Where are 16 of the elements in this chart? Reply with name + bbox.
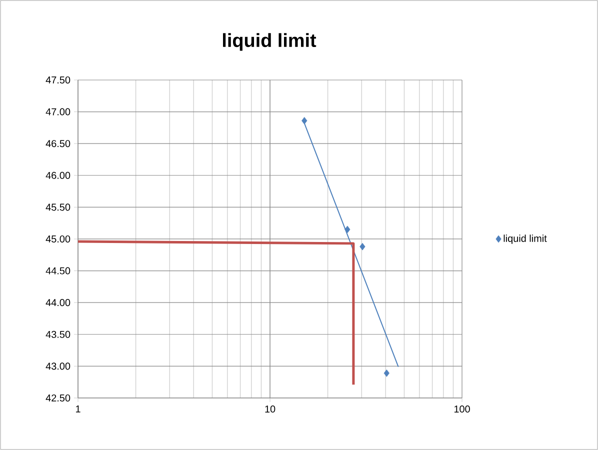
chart-title: liquid limit [223,33,316,51]
y-tick-label: 44.50 [46,267,70,274]
x-tick-label: 1 [76,406,80,412]
y-tick-label: 45.50 [46,204,70,211]
x-tick-label: 10 [265,406,276,413]
y-tick-label: 47.00 [46,108,70,116]
y-tick-label: 43.50 [46,330,70,338]
y-tick-label: 43.00 [46,362,70,370]
y-tick-label: 46.00 [46,172,70,179]
y-tick-label: 46.50 [46,140,70,148]
y-tick-label: 47.50 [46,76,70,84]
legend-label: liquid limit [504,234,547,244]
y-tick-label: 42.50 [46,394,70,402]
x-tick-label: 100 [454,406,470,413]
y-tick-label: 45.00 [46,235,70,243]
y-tick-label: 44.00 [46,299,70,306]
